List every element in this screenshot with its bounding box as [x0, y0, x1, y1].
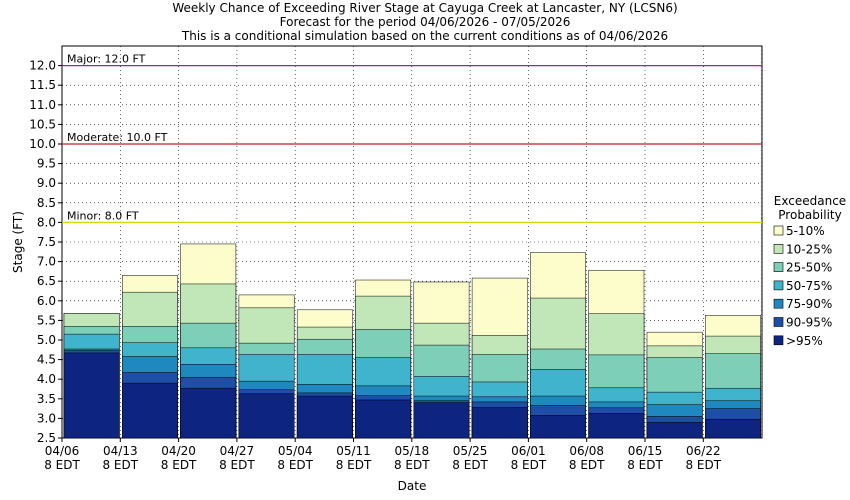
bar-segment	[413, 402, 470, 439]
y-tick-label: 9.0	[37, 176, 56, 190]
bars-group	[63, 243, 761, 439]
x-tick-label-date: 05/18	[395, 444, 430, 458]
y-tick-label: 2.5	[37, 431, 56, 445]
bar-segment	[588, 413, 645, 439]
legend-swatch	[773, 298, 784, 309]
bar-segment	[180, 387, 237, 439]
legend-swatch	[773, 335, 784, 346]
chart-title-line-1: Weekly Chance of Exceeding River Stage a…	[172, 1, 677, 15]
legend-swatch	[773, 317, 784, 327]
legend-swatch	[773, 244, 784, 254]
bar-segment	[355, 399, 412, 439]
threshold-label: Moderate: 10.0 FT	[67, 131, 168, 144]
chart-title-line-3: This is a conditional simulation based o…	[181, 29, 668, 43]
threshold-label: Minor: 8.0 FT	[67, 209, 139, 222]
x-tick-label-time: 8 EDT	[277, 458, 313, 472]
y-tick-label: 4.5	[37, 353, 56, 367]
legend-entry-label: >95%	[786, 334, 823, 348]
y-tick-label: 11.5	[29, 78, 56, 92]
bar-segment	[238, 393, 295, 439]
x-tick-label-date: 06/01	[511, 444, 546, 458]
y-tick-label: 10.0	[29, 137, 56, 151]
x-tick-label-time: 8 EDT	[394, 458, 430, 472]
x-tick-label-date: 04/20	[161, 444, 196, 458]
x-tick-label-time: 8 EDT	[569, 458, 605, 472]
x-tick-label-time: 8 EDT	[336, 458, 372, 472]
y-axis-title: Stage (FT)	[11, 211, 25, 273]
x-tick-label-date: 04/13	[103, 444, 138, 458]
x-tick-label-date: 05/25	[453, 444, 488, 458]
x-tick-label-time: 8 EDT	[511, 458, 547, 472]
chart-title-line-2: Forecast for the period 04/06/2026 - 07/…	[280, 15, 571, 29]
x-tick-label-time: 8 EDT	[627, 458, 663, 472]
y-tick-label: 8.5	[37, 196, 56, 210]
y-tick-label: 12.0	[29, 59, 56, 73]
y-tick-label: 8.0	[37, 215, 56, 229]
legend-title-line-1: Exceedance	[774, 194, 846, 208]
bar-segment	[646, 422, 703, 439]
legend-entry-label: 90-95%	[786, 316, 832, 330]
x-tick-label-time: 8 EDT	[102, 458, 138, 472]
y-tick-label: 6.0	[37, 294, 56, 308]
x-axis-title: Date	[398, 479, 427, 493]
legend-entry-label: 5-10%	[786, 224, 825, 238]
threshold-lines: Major: 12.0 FT Moderate: 10.0 FT Minor: 8.…	[62, 53, 762, 223]
y-tick-label: 6.5	[37, 274, 56, 288]
x-tick-label-time: 8 EDT	[161, 458, 197, 472]
y-tick-label: 3.5	[37, 392, 56, 406]
y-tick-label: 10.5	[29, 117, 56, 131]
legend-entry-label: 10-25%	[786, 242, 832, 256]
x-tick-label-date: 04/06	[45, 444, 80, 458]
bar-segment	[530, 415, 586, 439]
threshold-label: Major: 12.0 FT	[67, 53, 146, 66]
y-tick-label: 5.5	[37, 313, 56, 327]
bar-segment	[705, 418, 761, 439]
x-tick-label-time: 8 EDT	[685, 458, 721, 472]
legend: Exceedance Probability 5-10% 10-25% 25-50%…	[773, 194, 846, 348]
y-axis: 2.5 3.0 3.5 4.0 4.5 5.0 5.5 6.0 6.5 7.0 7.5 8.0 8.5 9…	[29, 59, 62, 445]
legend-entry-label: 50-75%	[786, 279, 832, 293]
legend-swatch	[773, 225, 784, 236]
x-tick-label-date: 06/08	[569, 444, 604, 458]
bar-segment	[63, 352, 120, 439]
x-tick-label-time: 8 EDT	[452, 458, 488, 472]
y-tick-label: 7.0	[37, 255, 56, 269]
x-tick-label-date: 06/15	[628, 444, 663, 458]
x-tick-label-time: 8 EDT	[44, 458, 80, 472]
bar-segment	[122, 382, 178, 439]
x-tick-label-date: 05/11	[336, 444, 371, 458]
x-tick-label-date: 06/22	[686, 444, 721, 458]
legend-swatch	[773, 262, 784, 272]
legend-swatch	[773, 280, 784, 291]
x-tick-label-time: 8 EDT	[219, 458, 255, 472]
x-tick-label-date: 05/04	[278, 444, 313, 458]
legend-entry-label: 75-90%	[786, 297, 832, 311]
y-tick-label: 5.0	[37, 333, 56, 347]
y-tick-label: 4.0	[37, 372, 56, 386]
y-tick-label: 9.5	[37, 157, 56, 171]
y-tick-label: 3.0	[37, 411, 56, 425]
y-tick-label: 7.5	[37, 235, 56, 249]
legend-title-line-2: Probability	[778, 208, 841, 222]
bar-segment	[296, 395, 353, 439]
bar-segment	[471, 407, 528, 439]
y-tick-label: 11.0	[29, 98, 56, 112]
legend-entry-label: 25-50%	[786, 261, 832, 275]
x-tick-label-date: 04/27	[220, 444, 255, 458]
